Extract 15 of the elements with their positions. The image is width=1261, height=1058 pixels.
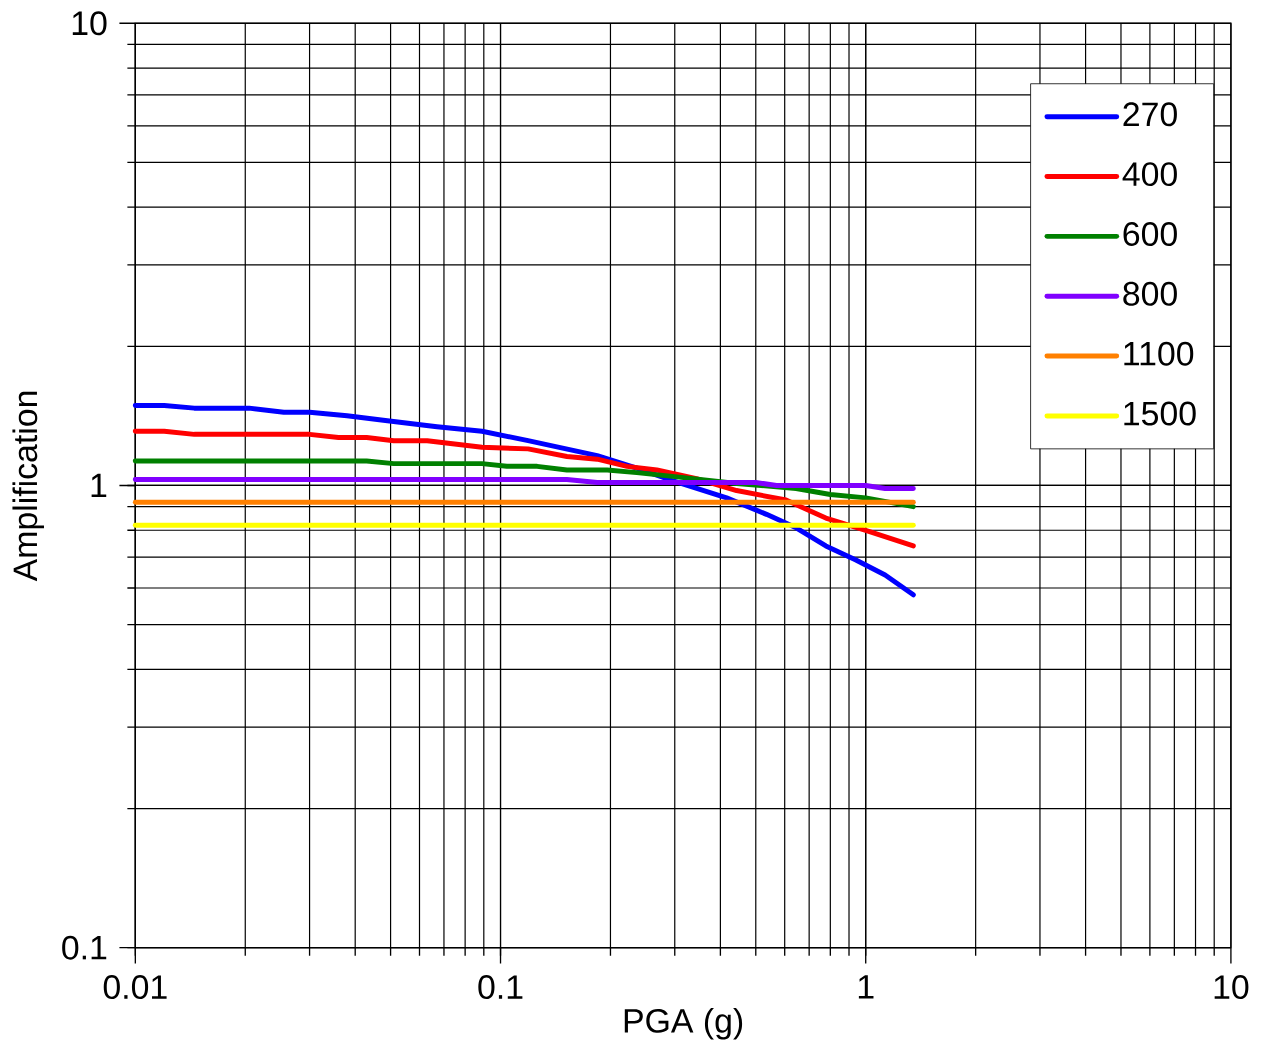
legend-label: 600 — [1123, 221, 1177, 246]
legend-label: 400 — [1122, 162, 1177, 187]
legend-label: 800 — [1123, 281, 1177, 306]
x-tick-label: 1 — [858, 975, 874, 999]
y-tick-label: 10 — [72, 11, 107, 36]
legend-label: 1100 — [1124, 341, 1194, 366]
x-axis-title: PGA (g) — [624, 1007, 743, 1040]
legend-label: 1500 — [1124, 401, 1196, 426]
x-tick-label: 10 — [1214, 975, 1249, 1000]
legend-label: 270 — [1123, 102, 1177, 127]
x-tick-label: 0.1 — [478, 975, 523, 1000]
y-axis-title: Amplification — [12, 391, 44, 582]
x-tick-label: 0.01 — [103, 975, 167, 1000]
y-tick-label: 0.1 — [62, 935, 107, 960]
y-tick-label: 1 — [91, 473, 107, 498]
